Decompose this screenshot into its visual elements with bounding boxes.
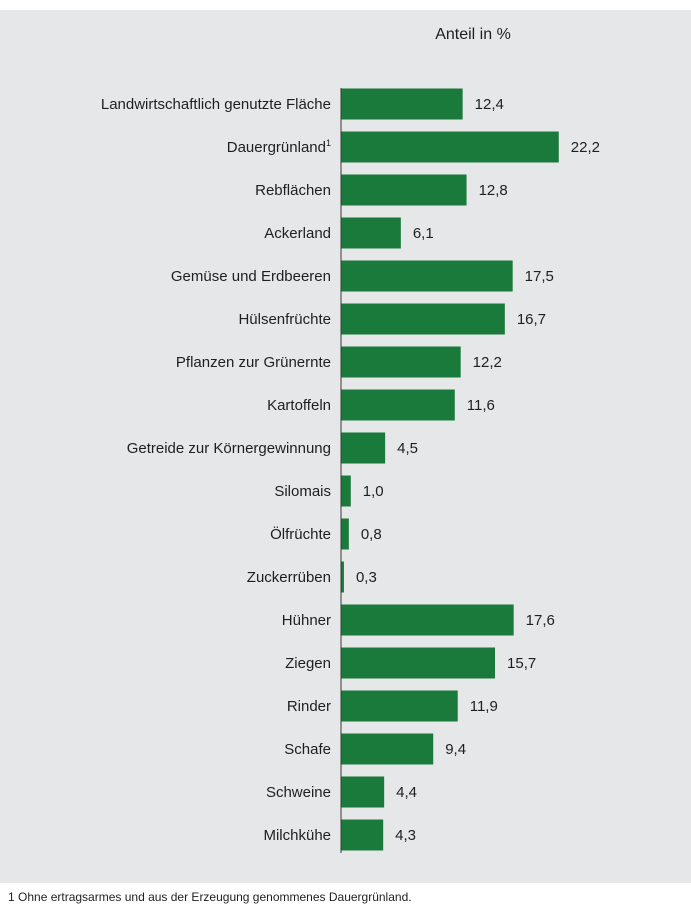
bar	[341, 260, 513, 292]
value-label: 16,7	[517, 311, 546, 328]
value-label: 12,2	[473, 354, 502, 371]
category-label: Rebflächen	[255, 182, 331, 199]
category-label: Schafe	[284, 741, 331, 758]
value-label: 9,4	[445, 741, 466, 758]
category-label: Hühner	[282, 612, 331, 629]
category-label: Landwirtschaftlich genutzte Fläche	[101, 96, 331, 113]
category-label: Pflanzen zur Grünernte	[176, 354, 331, 371]
value-label: 11,9	[470, 698, 498, 715]
value-label: 6,1	[413, 225, 434, 242]
bar	[341, 131, 559, 163]
bar	[341, 690, 458, 722]
category-label: Schweine	[266, 784, 331, 801]
bar	[341, 819, 384, 851]
bar	[341, 475, 351, 507]
category-label: Zuckerrüben	[247, 569, 331, 586]
value-label: 0,8	[361, 526, 382, 543]
category-label: Dauergrünland1	[227, 138, 331, 156]
bar	[341, 389, 455, 421]
category-label: Rinder	[287, 698, 331, 715]
bar	[341, 174, 467, 206]
category-label: Gemüse und Erdbeeren	[171, 268, 331, 285]
bars-layer: Landwirtschaftlich genutzte Fläche 12,4 Da…	[101, 88, 600, 851]
axis-title: Anteil in %	[435, 26, 511, 43]
value-label: 4,4	[396, 784, 417, 801]
value-label: 4,5	[397, 440, 418, 457]
value-label: 12,4	[475, 96, 504, 113]
bar	[341, 604, 514, 636]
bar	[341, 217, 401, 249]
bar	[341, 776, 385, 808]
category-label: Milchkühe	[263, 827, 331, 844]
bar	[341, 733, 434, 765]
value-label: 4,3	[395, 827, 416, 844]
bar	[341, 346, 461, 378]
bar	[341, 647, 496, 679]
bar	[341, 432, 386, 464]
value-label: 17,5	[525, 268, 554, 285]
value-label: 22,2	[571, 139, 600, 156]
value-label: 17,6	[526, 612, 555, 629]
category-label: Ackerland	[264, 225, 331, 242]
category-label: Ölfrüchte	[270, 525, 331, 543]
category-label: Silomais	[274, 483, 331, 500]
bar	[341, 561, 344, 593]
category-label: Kartoffeln	[267, 397, 331, 414]
bar	[341, 88, 463, 120]
category-label: Getreide zur Körnergewinnung	[127, 440, 331, 457]
footnote: 1 Ohne ertragsarmes und aus der Erzeugun…	[8, 890, 412, 904]
category-label: Hülsenfrüchte	[238, 311, 331, 328]
value-label: 11,6	[467, 397, 495, 414]
category-label: Ziegen	[285, 655, 331, 672]
value-label: 1,0	[363, 483, 384, 500]
bar	[341, 518, 349, 550]
value-label: 0,3	[356, 569, 377, 586]
value-label: 15,7	[507, 655, 536, 672]
value-label: 12,8	[479, 182, 508, 199]
bar	[341, 303, 505, 335]
